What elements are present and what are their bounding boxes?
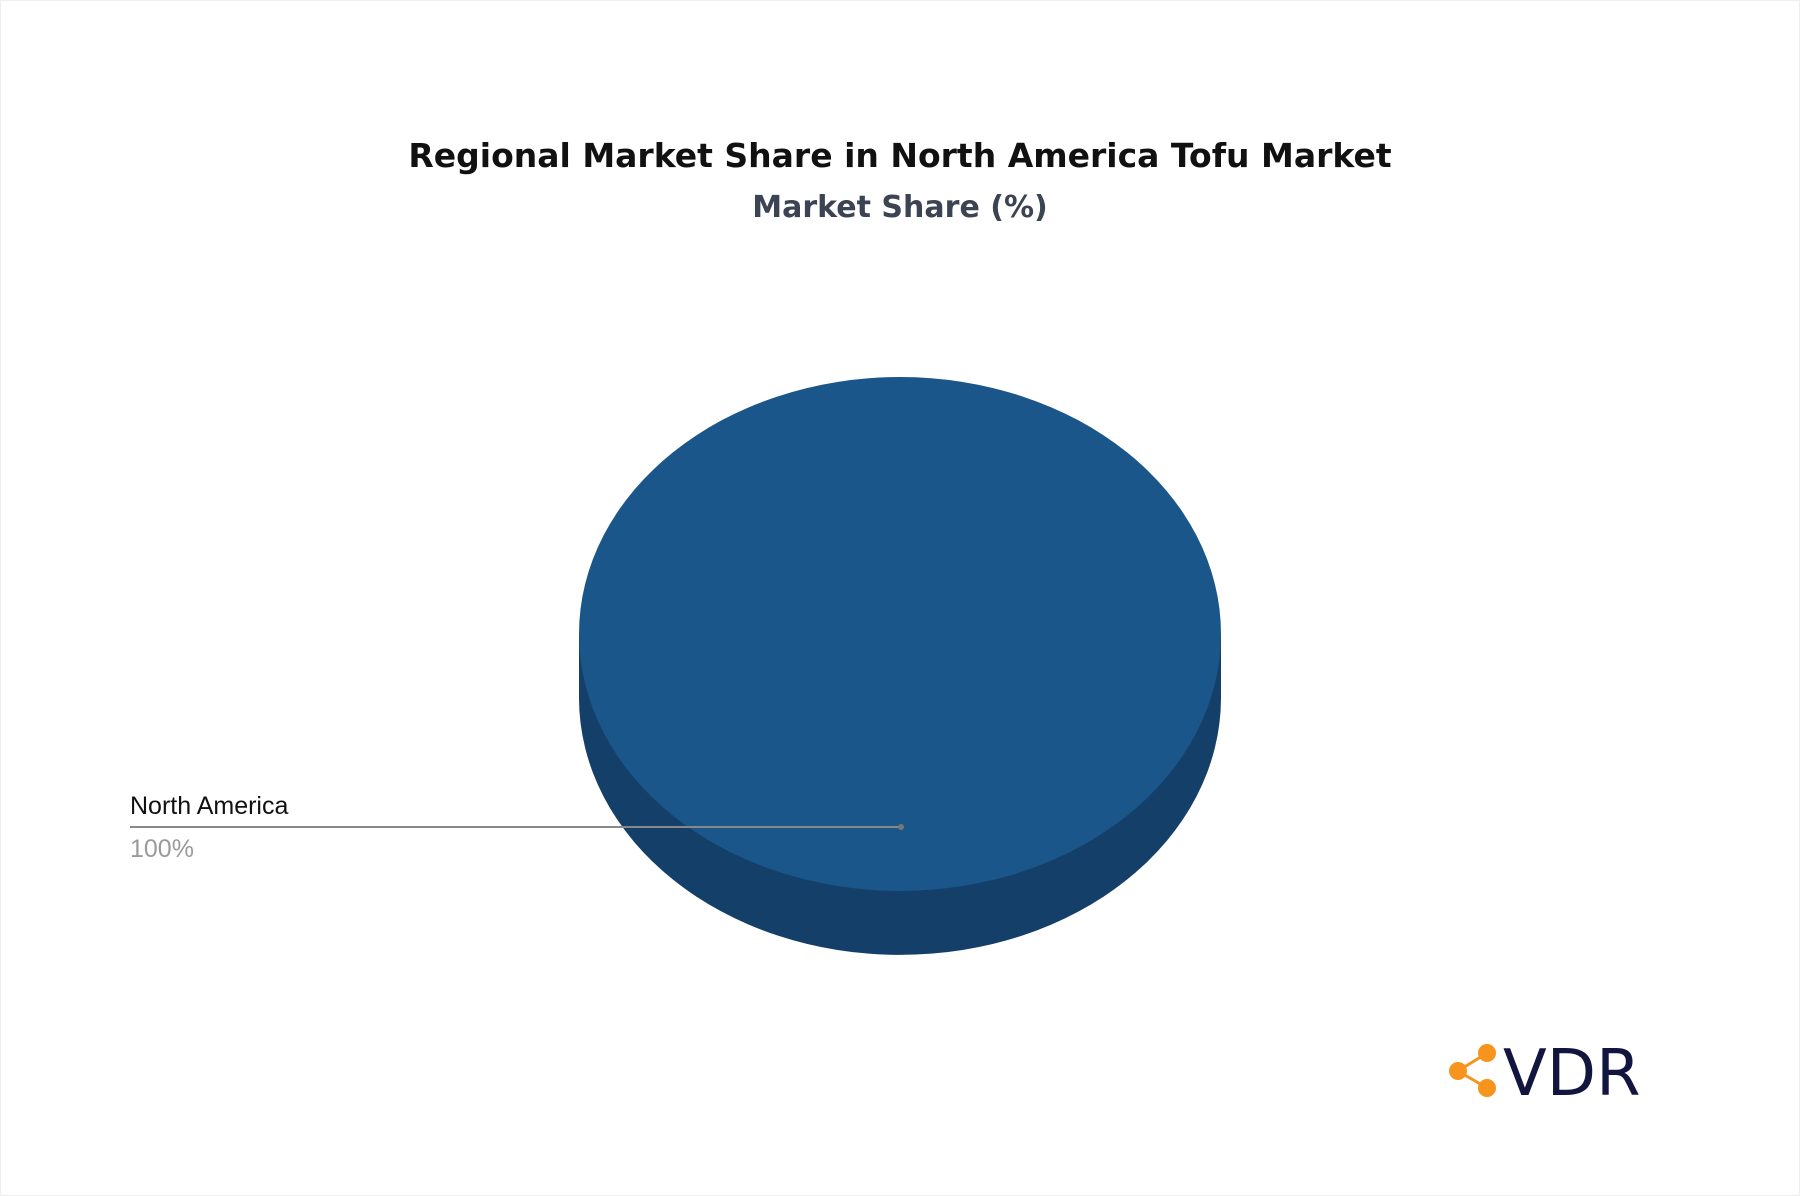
share-icon (1449, 1044, 1496, 1097)
slice-value-label: 100% (130, 835, 194, 863)
leader-dot (898, 824, 904, 830)
logo-text: VDR (1503, 1037, 1641, 1111)
slice-label: North America (130, 792, 288, 820)
vdr-logo: VDR (1449, 1037, 1641, 1111)
pie-slice[interactable] (579, 377, 1221, 891)
chart-title: Regional Market Share in North America T… (408, 136, 1392, 175)
chart-subtitle: Market Share (%) (752, 190, 1048, 225)
